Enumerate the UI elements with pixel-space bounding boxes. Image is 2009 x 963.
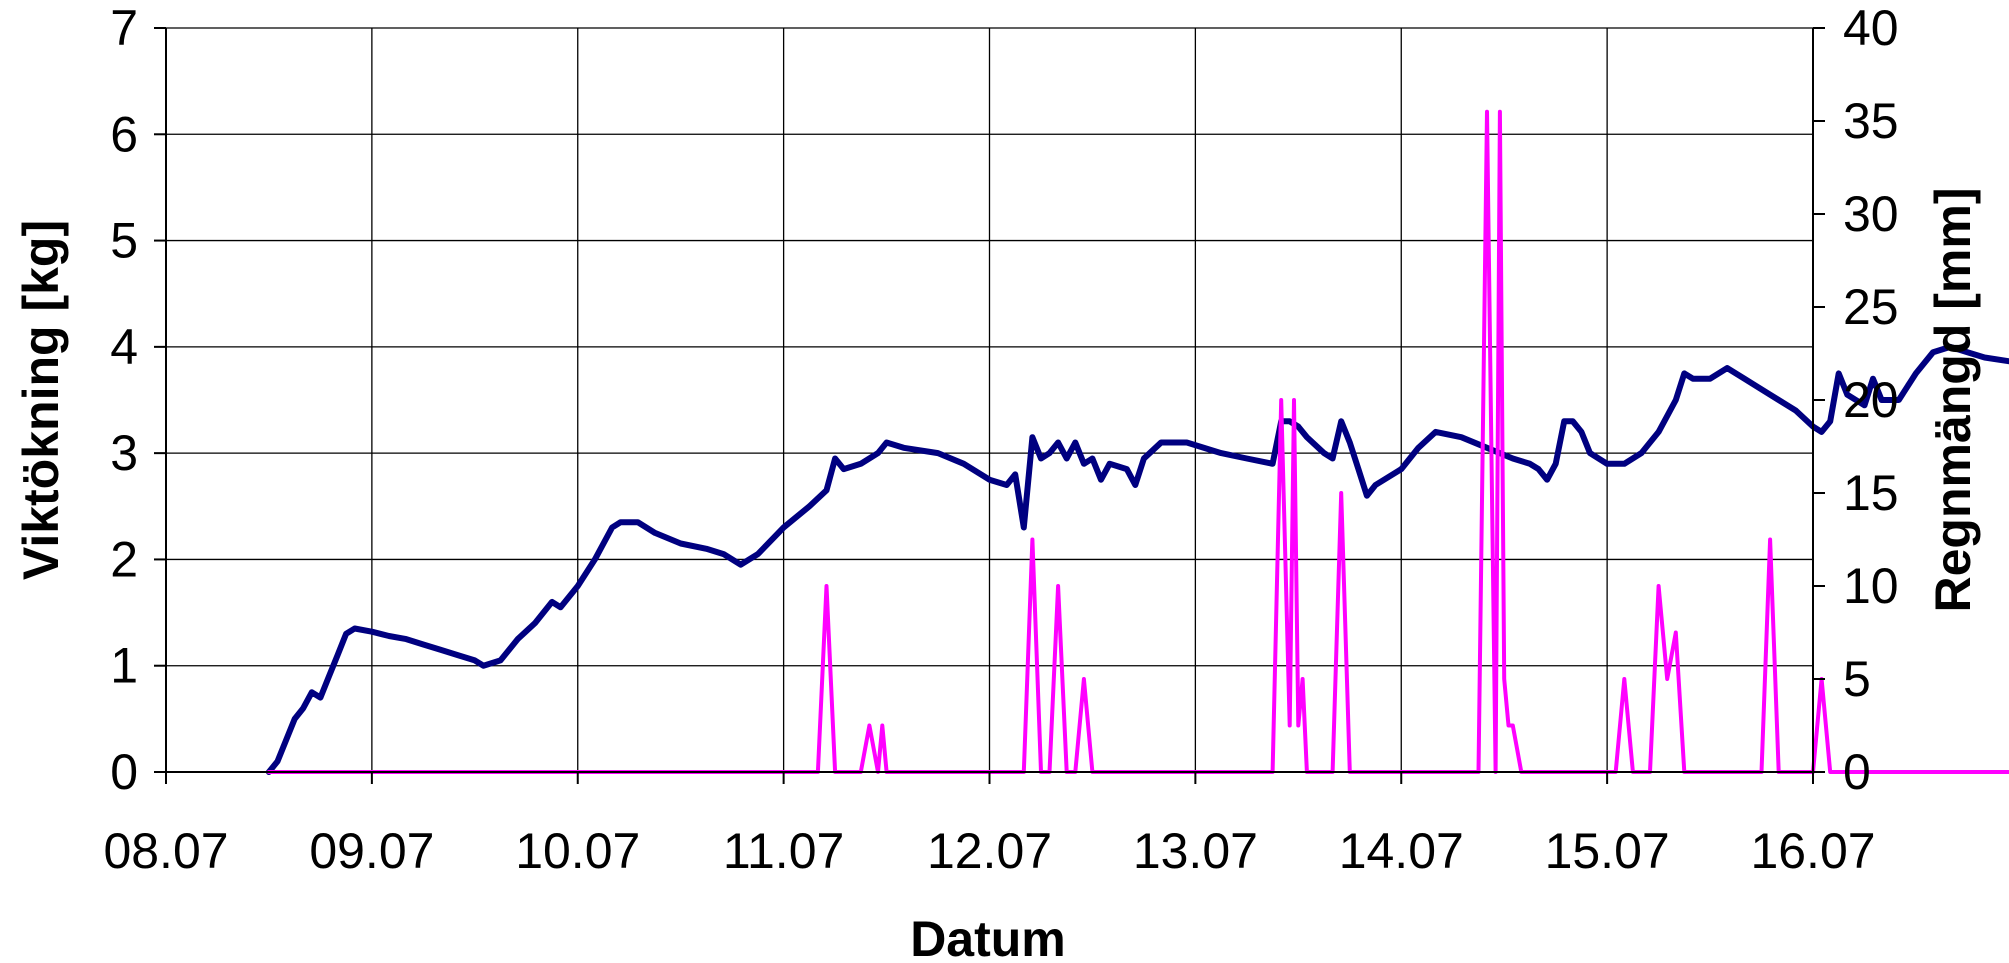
x-tick-label: 14.07 bbox=[1339, 823, 1464, 879]
x-tick-label: 11.07 bbox=[723, 823, 844, 879]
series-line-viktokning bbox=[265, 343, 2009, 775]
y-right-tick-label: 40 bbox=[1843, 0, 1899, 56]
y-axis-right-ticks: 0 5 10 15 20 25 30 35 40 bbox=[1813, 0, 1899, 800]
x-tick-label: 13.07 bbox=[1133, 823, 1258, 879]
y-left-tick-label: 4 bbox=[110, 319, 138, 375]
y-axis-right-title: Regnmängd [mm] bbox=[1925, 188, 1981, 613]
x-tick-label: 16.07 bbox=[1750, 823, 1875, 879]
y-left-tick-label: 1 bbox=[110, 638, 138, 694]
y-right-tick-label: 25 bbox=[1843, 279, 1899, 335]
y-right-tick-label: 35 bbox=[1843, 93, 1899, 149]
y-right-tick-label: 5 bbox=[1843, 651, 1871, 707]
y-left-tick-label: 5 bbox=[110, 213, 138, 269]
y-right-tick-label: 30 bbox=[1843, 186, 1899, 242]
y-left-tick-label: 2 bbox=[110, 531, 138, 587]
x-tick-label: 10.07 bbox=[515, 823, 640, 879]
y-left-tick-label: 6 bbox=[110, 106, 138, 162]
series-line-regnmangd bbox=[266, 109, 2009, 774]
y-right-tick-label: 15 bbox=[1843, 465, 1899, 521]
x-tick-label: 15.07 bbox=[1545, 823, 1670, 879]
x-tick-label: 12.07 bbox=[927, 823, 1052, 879]
y-axis-left-ticks: 0 1 2 3 4 5 6 7 bbox=[110, 0, 166, 800]
grid-lines bbox=[165, 27, 1814, 773]
y-right-tick-label: 20 bbox=[1843, 372, 1899, 428]
y-right-tick-label: 10 bbox=[1843, 558, 1899, 614]
y-axis-left-title: Viktökning [kg] bbox=[13, 220, 69, 580]
x-axis-title: Datum bbox=[910, 911, 1066, 963]
y-left-tick-label: 3 bbox=[110, 425, 138, 481]
y-left-tick-label: 7 bbox=[110, 0, 138, 56]
y-right-tick-label: 0 bbox=[1843, 744, 1871, 800]
y-left-tick-label: 0 bbox=[110, 744, 138, 800]
x-tick-label: 08.07 bbox=[103, 823, 228, 879]
x-tick-label: 09.07 bbox=[309, 823, 434, 879]
series-layer bbox=[265, 109, 2009, 775]
x-axis-ticks: 08.07 09.07 10.07 11.07 12.07 13.07 14.07 15.07… bbox=[103, 772, 1876, 879]
